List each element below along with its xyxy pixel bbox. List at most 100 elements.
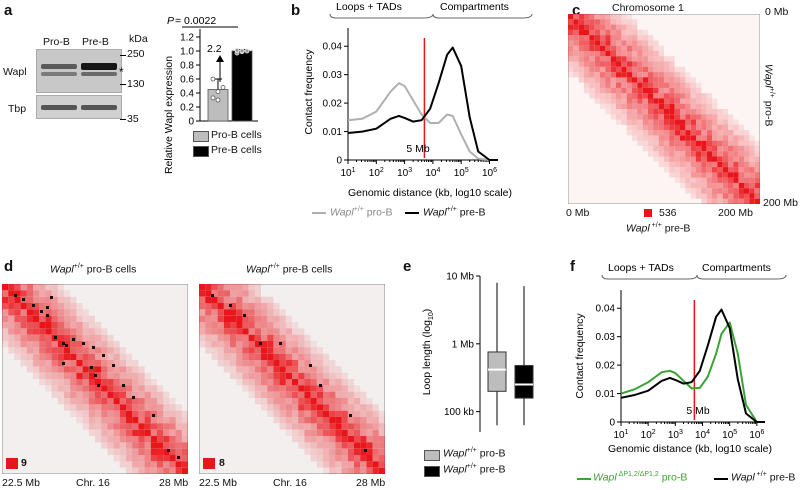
heatmap-cell: [236, 341, 243, 348]
heatmap-cell: [573, 24, 579, 30]
heatmap-cell: [658, 109, 664, 115]
panel-label-a: a: [4, 2, 13, 19]
heatmap-cell: [626, 72, 632, 78]
heatmap-cell: [279, 347, 286, 354]
heatmap-cell: [26, 296, 33, 303]
heatmap-cell: [600, 45, 606, 51]
heatmap-cell: [648, 77, 654, 83]
heatmap-cell: [341, 461, 348, 468]
heatmap-cell: [669, 114, 675, 120]
heatmap-cell: [744, 145, 750, 152]
heatmap-cell: [653, 93, 659, 99]
heatmap-cell: [273, 341, 280, 348]
heatmap-cell: [589, 14, 595, 20]
heatmap-cell: [329, 410, 336, 417]
heatmap-cell: [267, 398, 274, 405]
x-tick-label: 105: [722, 429, 737, 441]
heatmap-cell: [728, 130, 734, 136]
d-left-heatmap: [2, 284, 188, 474]
heatmap-cell: [57, 353, 64, 360]
loop-dot: [82, 342, 85, 345]
heatmap-cell: [230, 309, 237, 316]
heatmap-cell: [712, 198, 718, 204]
heatmap-cell: [205, 290, 212, 297]
heatmap-cell: [211, 353, 218, 360]
heatmap-cell: [150, 391, 157, 398]
heatmap-cell: [248, 347, 255, 354]
heatmap-cell: [616, 45, 622, 51]
heatmap-cell: [600, 103, 606, 109]
heatmap-cell: [113, 442, 120, 449]
heatmap-cell: [578, 66, 584, 73]
heatmap-cell: [217, 322, 224, 329]
heatmap-cell: [64, 347, 71, 354]
heatmap-cell: [248, 322, 255, 329]
heatmap-cell: [138, 423, 145, 430]
heatmap-cell: [632, 103, 638, 109]
heatmap-cell: [347, 455, 354, 462]
heatmap-cell: [126, 366, 133, 373]
heatmap-cell: [217, 290, 224, 297]
heatmap-cell: [621, 50, 627, 57]
heatmap-cell: [329, 436, 336, 443]
c-bottom-right: 200 Mb: [763, 197, 799, 209]
heatmap-cell: [242, 347, 249, 354]
heatmap-cell: [584, 56, 590, 62]
series-line-0: [620, 321, 765, 423]
heatmap-cell: [589, 29, 595, 36]
heatmap-cell: [95, 385, 102, 392]
heatmap-cell: [119, 442, 126, 449]
heatmap-cell: [749, 188, 755, 194]
heatmap-cell: [132, 398, 139, 405]
heatmap-cell: [378, 436, 385, 443]
series-line-1: [347, 46, 498, 161]
heatmap-cell: [341, 467, 348, 474]
heatmap-cell: [378, 423, 385, 430]
heatmap-cell: [669, 93, 675, 99]
heatmap-cell: [600, 40, 606, 46]
heatmap-cell: [674, 109, 680, 115]
heatmap-cell: [57, 315, 64, 322]
x-tick-label: 105: [454, 167, 469, 179]
heatmap-cell: [285, 379, 292, 386]
heatmap-cell: [217, 303, 224, 310]
heatmap-cell: [138, 448, 145, 455]
heatmap-cell: [261, 398, 268, 405]
heatmap-cell: [101, 417, 108, 424]
heatmap-cell: [632, 24, 638, 30]
heatmap-cell: [138, 385, 145, 392]
heatmap-cell: [637, 130, 643, 136]
heatmap-cell: [242, 353, 249, 360]
heatmap-cell: [150, 436, 157, 443]
bar-y-label: Relative Wapl expression: [163, 56, 175, 174]
heatmap-cell: [594, 87, 600, 94]
c-title: Chromosome 1: [612, 2, 684, 14]
heatmap-cell: [279, 417, 286, 424]
heatmap-cell: [626, 103, 632, 109]
heatmap-cell: [261, 353, 268, 360]
heatmap-cell: [637, 77, 643, 83]
heatmap-cell: [230, 372, 237, 379]
heatmap-cell: [39, 366, 46, 373]
heatmap-cell: [664, 56, 670, 62]
heatmap-cell: [205, 341, 212, 348]
heatmap-cell: [329, 366, 336, 373]
tbp-blot: [36, 95, 122, 119]
heatmap-cell: [664, 145, 670, 152]
heatmap-cell: [610, 72, 616, 78]
heatmap-cell: [621, 35, 627, 41]
heatmap-cell: [316, 391, 323, 398]
heatmap-cell: [632, 93, 638, 99]
heatmap-cell: [205, 347, 212, 354]
heatmap-cell: [594, 24, 600, 30]
heatmap-cell: [107, 417, 114, 424]
heatmap-cell: [323, 360, 330, 367]
bar-point: [215, 89, 221, 94]
heatmap-cell: [674, 140, 680, 146]
heatmap-cell: [51, 303, 58, 310]
legend-pre-b-cells: Pre-B cells: [211, 144, 262, 156]
heatmap-cell: [717, 124, 723, 131]
heatmap-cell: [632, 82, 638, 88]
heatmap-cell: [658, 61, 664, 67]
heatmap-cell: [594, 50, 600, 57]
